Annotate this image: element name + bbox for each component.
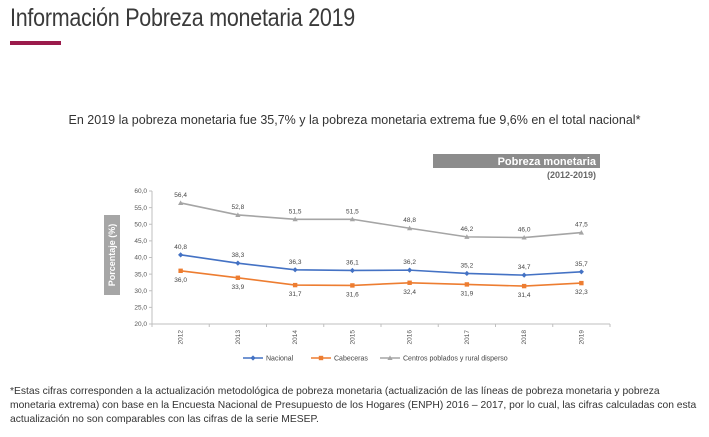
chart-headline: En 2019 la pobreza monetaria fue 35,7% y… [68,113,641,127]
data-label-centros-poblados-y-rural-disperso: 51,5 [289,208,302,215]
y-tick-label: 55,0 [134,205,147,212]
x-tick-label: 2017 [464,330,471,345]
data-point-cabeceras [579,280,584,286]
y-tick-label: 40,0 [134,255,147,262]
data-point-centros-poblados-y-rural-disperso [292,216,298,222]
data-point-cabeceras [178,268,183,273]
data-point-nacional [521,272,527,278]
data-label-nacional: 35,2 [461,262,474,269]
page-title: Información Pobreza monetaria 2019 [10,4,355,32]
legend-marker-nacional [250,355,256,361]
y-axis-title-background [104,215,120,295]
chart-title-background [433,154,600,168]
data-label-centros-poblados-y-rural-disperso: 47,5 [575,222,588,229]
data-point-cabeceras [350,283,355,288]
chart-subtitle: (2012-2019) [547,170,596,180]
data-label-centros-poblados-y-rural-disperso: 51,5 [346,208,359,215]
y-tick-label: 50,0 [134,221,147,228]
chart-series: 40,8 38,3 36,3 36,1 36,2 35,2 34,7 35,7 36,0 33,9… [174,192,588,299]
data-point-nacional [292,267,298,273]
chart-legend: Nacional Cabeceras Centros poblados y rura… [243,355,508,363]
x-tick-label: 2018 [521,330,528,345]
x-tick-label: 2019 [578,330,585,345]
x-tick-label: 2013 [235,330,242,345]
data-point-cabeceras [464,282,470,287]
data-point-nacional [407,267,413,273]
chart-title-box: Pobreza monetaria (2012-2019) [433,154,600,180]
data-point-centros-poblados-y-rural-disperso [178,200,184,205]
legend-marker-cabeceras [318,355,324,361]
series-line-centros-poblados-y-rural-disperso [180,202,582,239]
line-chart: Pobreza monetaria (2012-2019) Porcentaje… [104,154,611,363]
data-point-centros-poblados-y-rural-disperso [578,229,584,235]
legend-label-cabeceras: Cabeceras [334,356,368,363]
data-label-nacional: 36,2 [403,259,416,266]
y-axis-title-box: Porcentaje (%) [104,215,120,295]
data-label-centros-poblados-y-rural-disperso: 48,8 [403,217,416,224]
y-tick-label: 30,0 [134,288,147,295]
legend-label-nacional: Nacional [266,356,294,363]
y-axis-title: Porcentaje (%) [107,224,117,287]
data-point-centros-poblados-y-rural-disperso [349,216,355,222]
x-tick-label: 2015 [349,330,356,345]
data-label-nacional: 36,3 [289,259,302,266]
data-point-nacional [578,269,584,275]
x-tick-label: 2012 [178,330,185,345]
data-point-nacional [349,267,355,274]
y-tick-label: 45,0 [134,238,147,245]
data-label-cabeceras: 32,3 [575,289,588,296]
y-tick-label: 35,0 [134,271,147,278]
data-label-cabeceras: 33,9 [232,284,245,291]
data-label-cabeceras: 31,9 [461,290,474,297]
legend-label-centros-poblados-y-rural-disperso: Centros poblados y rural disperso [403,356,508,363]
data-label-centros-poblados-y-rural-disperso: 46,0 [518,227,531,234]
data-label-nacional: 35,7 [575,261,588,268]
series-line-cabeceras [180,270,582,287]
data-label-cabeceras: 31,4 [518,292,531,299]
title-underline [10,41,61,45]
y-tick-label: 60,0 [134,188,147,195]
data-label-nacional: 40,8 [174,244,187,251]
data-label-cabeceras: 32,4 [403,289,416,296]
data-label-centros-poblados-y-rural-disperso: 56,4 [174,192,187,199]
data-point-centros-poblados-y-rural-disperso [521,234,527,240]
legend-marker-centros-poblados-y-rural-disperso [387,355,393,360]
series-line-nacional [180,254,582,276]
data-point-cabeceras [235,275,241,280]
data-label-nacional: 38,3 [232,252,245,259]
data-point-nacional [464,270,470,277]
data-point-cabeceras [292,282,298,288]
y-tick-label: 20,0 [134,321,147,328]
data-point-nacional [178,252,184,258]
data-label-cabeceras: 31,6 [346,291,359,298]
data-label-cabeceras: 36,0 [174,277,187,284]
chart-axes: 20,0 25,0 30,0 35,0 40,0 45,0 50,0 55,0 60,0 2012… [134,188,611,345]
footnote: *Estas cifras corresponden a la actualiz… [10,386,697,425]
data-point-centros-poblados-y-rural-disperso [407,225,413,231]
data-label-nacional: 36,1 [346,259,359,266]
chart-title: Pobreza monetaria [498,156,597,168]
x-tick-label: 2016 [407,330,414,345]
data-point-cabeceras [407,280,412,285]
data-point-centros-poblados-y-rural-disperso [464,234,470,239]
data-label-centros-poblados-y-rural-disperso: 52,8 [232,204,245,211]
data-point-centros-poblados-y-rural-disperso [235,212,241,217]
y-tick-label: 25,0 [134,305,147,312]
data-point-nacional [235,260,241,266]
data-label-cabeceras: 31,7 [289,291,302,298]
data-label-nacional: 34,7 [518,264,531,271]
x-tick-label: 2014 [292,330,299,345]
data-point-cabeceras [521,283,527,289]
data-label-centros-poblados-y-rural-disperso: 46,2 [461,226,474,233]
